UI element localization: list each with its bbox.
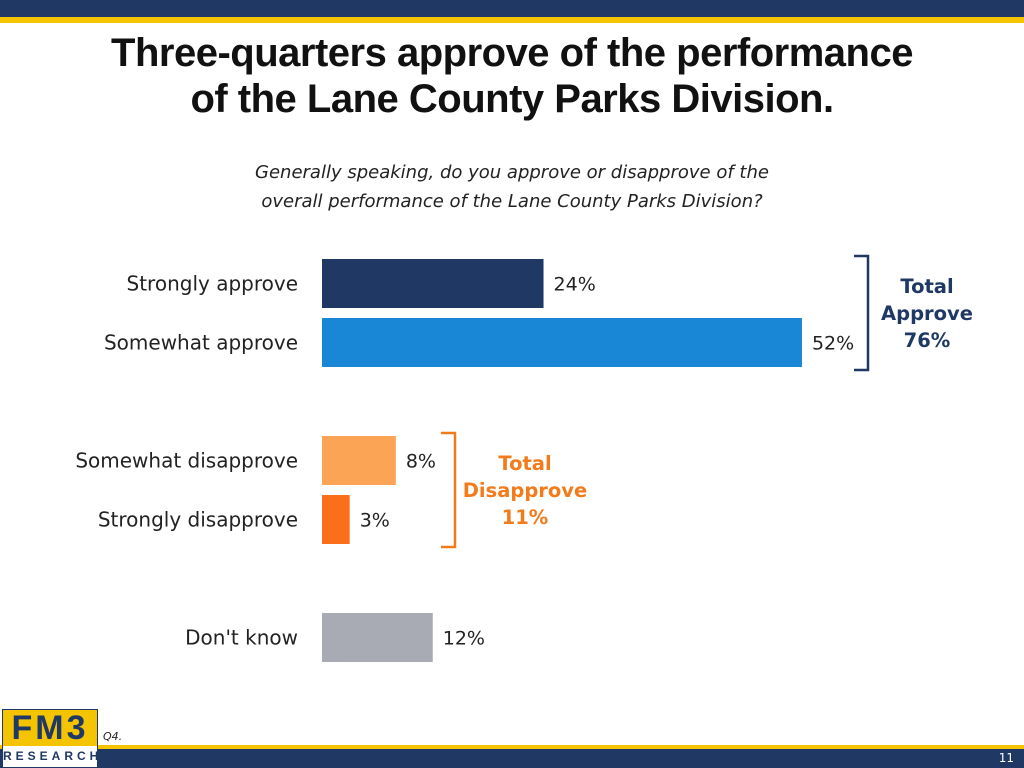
logo-subtitle: RESEARCH — [3, 749, 98, 763]
somewhat-disapprove-bar — [322, 436, 396, 485]
total-disapprove-label-line-3: 11% — [502, 506, 549, 529]
header-accent-stripe — [0, 17, 1024, 23]
somewhat-approve-label: Somewhat approve — [104, 331, 298, 355]
strongly-disapprove-bar — [322, 495, 350, 544]
total-disapprove-bracket — [441, 431, 457, 549]
strongly-approve-bar — [322, 259, 544, 308]
approval-bar-chart: Strongly approve 24% Somewhat approve 52% So… — [75, 254, 973, 662]
slide-title-line-1: Three-quarters approve of the performanc… — [111, 31, 913, 75]
slide-title-line-2: of the Lane County Parks Division. — [190, 77, 834, 121]
fm3-research-logo: FM3 RESEARCH — [2, 709, 98, 768]
dont-know-value-label: 12% — [443, 628, 485, 650]
dont-know-bar — [322, 613, 433, 662]
slide-title: Three-quarters approve of the performanc… — [0, 30, 1024, 122]
total-approve-label-line-2: Approve — [881, 302, 973, 325]
logo-wordmark: FM3 — [3, 710, 97, 746]
footer-band — [0, 749, 1024, 768]
somewhat-approve-value-label: 52% — [812, 333, 854, 355]
strongly-disapprove-value-label: 3% — [360, 510, 390, 532]
page-number: 11 — [998, 751, 1014, 765]
strongly-disapprove-label: Strongly disapprove — [98, 508, 298, 532]
total-approve-label-line-1: Total — [900, 275, 953, 298]
total-approve-bracket — [854, 254, 870, 372]
total-disapprove-label-line-2: Disapprove — [463, 479, 588, 502]
total-disapprove-label-line-1: Total — [498, 452, 551, 475]
strongly-approve-label: Strongly approve — [127, 272, 298, 296]
header-band — [0, 0, 1024, 17]
footer-accent-stripe — [0, 745, 1024, 749]
somewhat-disapprove-label: Somewhat disapprove — [75, 449, 298, 473]
question-reference: Q4. — [103, 730, 123, 743]
total-approve-label-line-3: 76% — [904, 329, 951, 352]
survey-question-line-2: overall performance of the Lane County P… — [261, 191, 763, 212]
dont-know-label: Don't know — [185, 626, 298, 650]
somewhat-disapprove-value-label: 8% — [406, 451, 436, 473]
survey-question: Generally speaking, do you approve or di… — [160, 158, 864, 216]
somewhat-approve-bar — [322, 318, 802, 367]
survey-question-line-1: Generally speaking, do you approve or di… — [255, 162, 769, 183]
strongly-approve-value-label: 24% — [554, 274, 596, 296]
